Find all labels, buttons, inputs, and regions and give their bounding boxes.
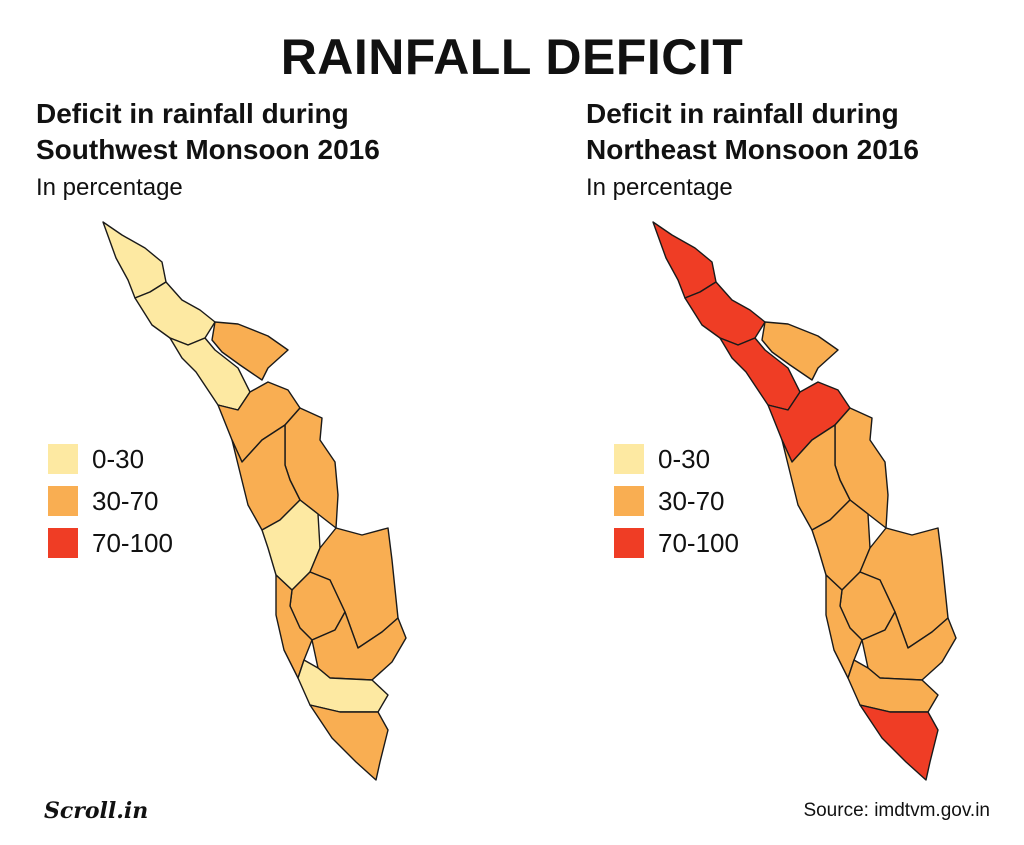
panel-heading-line1: Deficit in rainfall during [586,98,899,129]
legend-swatch [48,486,78,516]
scroll-logo: Scroll.in [44,798,149,824]
legend-label: 30-70 [658,485,725,516]
district-kasaragod [652,221,717,299]
legend-label: 0-30 [92,443,145,474]
district-alappuzha [275,574,313,679]
kerala-map-northeast [652,221,957,781]
panel-heading: Deficit in rainfall during Northeast Mon… [586,96,919,168]
legend-label: 70-100 [92,527,173,558]
legend: 0-30 30-70 70-100 [614,438,739,564]
legend-item: 70-100 [48,522,173,564]
panel-heading: Deficit in rainfall during Southwest Mon… [36,96,380,168]
legend-swatch [614,528,644,558]
page-title: RAINFALL DEFICIT [280,29,744,85]
district-thrissur [231,424,301,531]
district-thiruvananthapuram [859,704,939,781]
legend-item: 70-100 [614,522,739,564]
district-kasaragod [102,221,167,299]
kerala-map-southwest [102,221,407,781]
legend-swatch [614,486,644,516]
panel-heading-line2: Southwest Monsoon 2016 [36,134,380,165]
legend-swatch [614,444,644,474]
legend-item: 30-70 [614,480,739,522]
panel-subtitle: In percentage [36,174,183,201]
district-thiruvananthapuram [309,704,389,781]
district-wayanad [211,321,289,381]
legend-item: 0-30 [614,438,739,480]
legend-swatch [48,528,78,558]
legend-item: 30-70 [48,480,173,522]
legend-swatch [48,444,78,474]
district-thrissur [781,424,851,531]
district-wayanad [761,321,839,381]
panel-heading-line2: Northeast Monsoon 2016 [586,134,919,165]
legend-label: 30-70 [92,485,159,516]
district-alappuzha [825,574,863,679]
legend: 0-30 30-70 70-100 [48,438,173,564]
panel-heading-line1: Deficit in rainfall during [36,98,349,129]
legend-label: 70-100 [658,527,739,558]
source-credit: Source: imdtvm.gov.in [803,800,990,821]
panel-subtitle: In percentage [586,174,733,201]
legend-label: 0-30 [658,443,711,474]
legend-item: 0-30 [48,438,173,480]
